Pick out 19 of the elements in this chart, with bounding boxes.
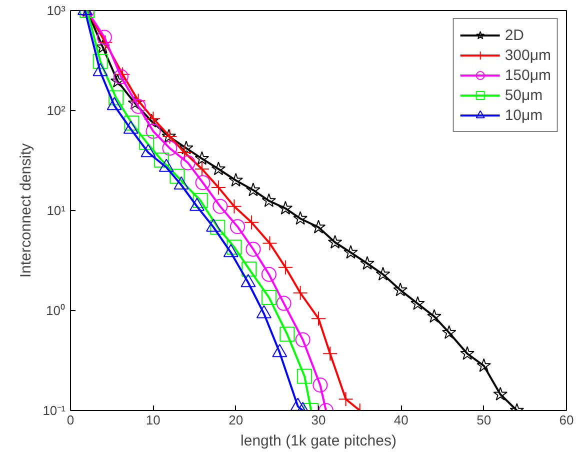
y-axis-title: Interconnect density <box>18 142 35 278</box>
x-tick-label: 50 <box>476 412 492 428</box>
y-tick-label: 10¹ <box>46 203 66 218</box>
x-axis-title: length (1k gate pitches) <box>240 432 396 450</box>
legend-label: 150μm <box>504 66 551 84</box>
x-tick-label: 0 <box>66 412 74 428</box>
legend-label: 2D <box>504 26 525 44</box>
x-tick-label: 40 <box>394 412 408 428</box>
x-tick-label: 60 <box>559 412 574 428</box>
legend-label: 50μm <box>504 86 543 104</box>
x-tick-label: 30 <box>311 412 326 428</box>
y-tick-label: 10⁻¹ <box>42 403 66 418</box>
y-tick-label: 10² <box>46 103 66 118</box>
y-tick-label: 10³ <box>46 3 66 18</box>
y-tick-label: 10⁰ <box>46 303 66 318</box>
x-tick-label: 10 <box>146 412 160 428</box>
x-tick-label: 20 <box>228 412 244 428</box>
legend-label: 10μm <box>504 106 543 124</box>
legend-label: 300μm <box>504 46 551 64</box>
